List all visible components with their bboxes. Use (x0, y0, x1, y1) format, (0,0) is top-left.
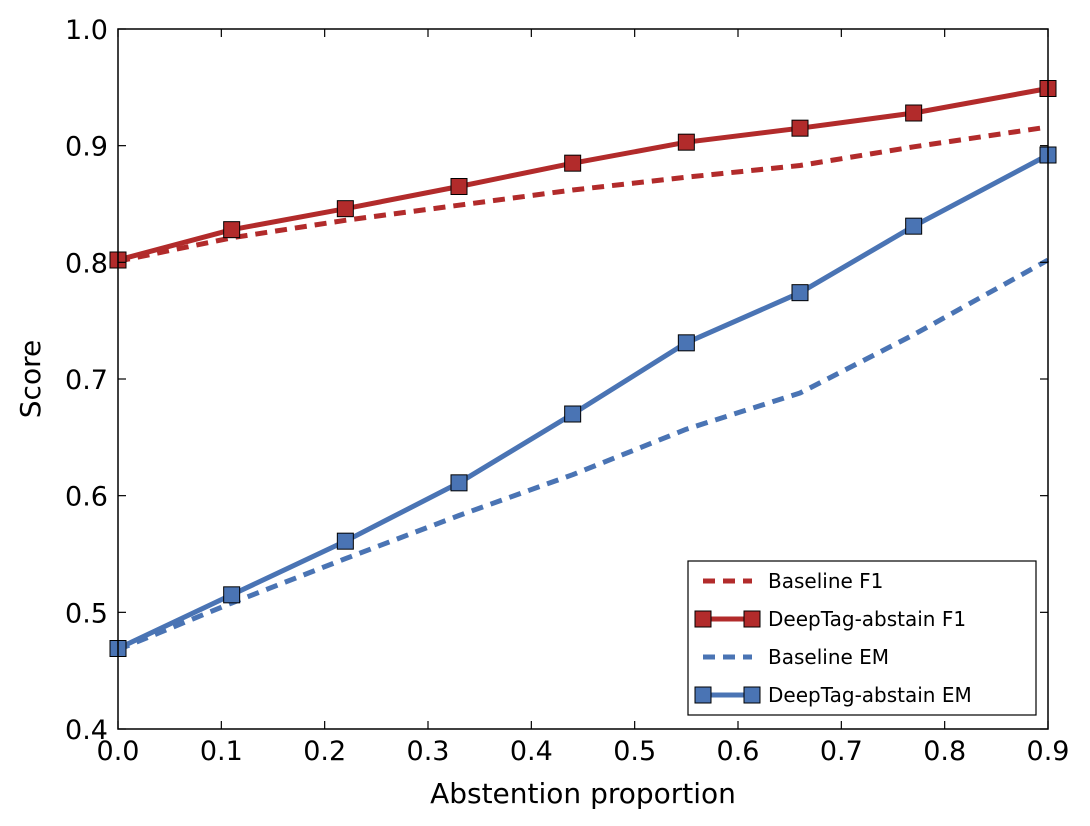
y-tick-label: 0.8 (65, 248, 108, 279)
data-point-marker (564, 405, 582, 423)
data-point-marker (336, 200, 354, 218)
legend-label: DeepTag-abstain EM (768, 683, 972, 707)
legend: Baseline F1 DeepTag-abstain F1 Baseline EM… (687, 560, 1037, 716)
x-tick-label: 0.6 (717, 736, 760, 767)
x-tick-label: 0.0 (97, 736, 140, 767)
series-line-2 (117, 257, 1050, 653)
legend-label: Baseline F1 (768, 569, 883, 593)
y-tick-label: 0.9 (65, 132, 108, 163)
legend-swatch-marker (743, 610, 761, 628)
y-tick-label: 0.5 (65, 598, 108, 629)
x-tick-label: 0.1 (200, 736, 243, 767)
x-tick-label: 0.8 (923, 736, 966, 767)
ticks-layer: 0.0 0.1 0.2 0.3 0.4 0.5 0.6 0.7 0.8 0.9 0.4 0.5 0.6 0… (65, 15, 1069, 767)
x-tick-label: 0.2 (303, 736, 346, 767)
legend-label: DeepTag-abstain F1 (768, 607, 966, 631)
x-axis-label: Abstention proportion (430, 777, 736, 810)
legend-swatch-marker (694, 610, 712, 628)
series-layer (109, 80, 1057, 657)
legend-swatch-marker (743, 686, 761, 704)
legend-label: Baseline EM (768, 645, 889, 669)
data-point-marker (677, 133, 695, 151)
data-point-marker (450, 474, 468, 492)
data-point-marker (336, 532, 354, 550)
data-point-marker (223, 221, 241, 239)
x-tick-label: 0.3 (407, 736, 450, 767)
data-point-marker (450, 178, 468, 195)
x-tick-label: 0.5 (613, 736, 656, 767)
data-point-marker (564, 154, 582, 172)
y-tick-label: 1.0 (65, 15, 108, 46)
data-point-marker (791, 284, 809, 302)
data-point-marker (791, 119, 809, 137)
y-tick-label: 0.7 (65, 365, 108, 396)
y-tick-label: 0.4 (65, 715, 108, 746)
y-tick-label: 0.6 (65, 482, 108, 513)
plot-frame (117, 28, 1049, 730)
x-tick-label: 0.4 (510, 736, 553, 767)
data-point-marker (905, 217, 923, 235)
x-tick-label: 0.7 (820, 736, 863, 767)
series-line-0 (117, 124, 1049, 264)
x-tick-label: 0.9 (1027, 736, 1070, 767)
data-point-marker (905, 104, 923, 122)
legend-swatch-marker (694, 686, 712, 704)
y-axis-label: Score (14, 340, 47, 418)
data-point-marker (223, 586, 241, 604)
data-point-marker (677, 334, 695, 352)
